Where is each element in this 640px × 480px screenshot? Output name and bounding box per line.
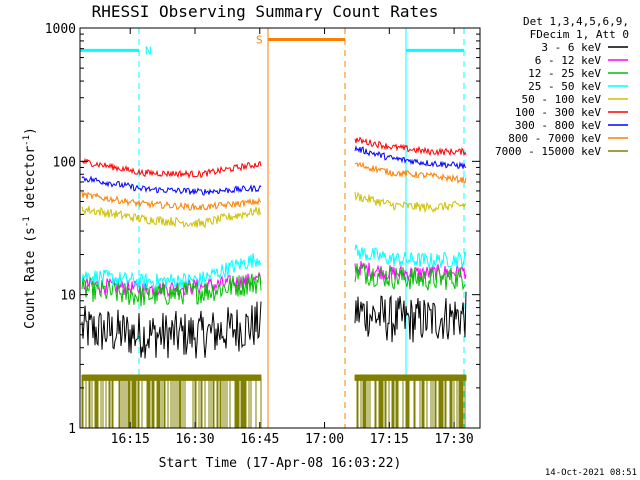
y-axis-label: Count Rate (s-1 detector-1)	[22, 127, 38, 329]
x-tick-label-1: 16:30	[175, 432, 214, 447]
series-4-segment-0	[81, 205, 262, 229]
series-3-segment-0	[81, 253, 262, 290]
series-2	[81, 263, 467, 307]
series-2-segment-0	[81, 273, 262, 307]
series-8	[81, 374, 467, 428]
y-tick-label-3: 1000	[45, 22, 76, 37]
legend-label-0: 3 - 6 keV	[541, 41, 601, 54]
series-8-segment-0	[81, 374, 262, 428]
axes: 16:15 16:30 16:45 17:00 17:15 17:30 1 10 100 1000	[45, 22, 481, 447]
saa-marker-label: S	[256, 33, 263, 46]
legend-label-6: 300 - 800 keV	[515, 119, 601, 132]
x-tick-label-5: 17:30	[435, 432, 474, 447]
plot-area: NS	[79, 28, 467, 428]
x-tick-label-0: 16:15	[111, 432, 150, 447]
legend-label-1: 6 - 12 keV	[535, 54, 602, 67]
series-6	[81, 145, 467, 196]
series-5-segment-0	[81, 157, 262, 179]
series-2-segment-1	[354, 263, 467, 291]
series-3	[81, 244, 467, 290]
x-tick-label-4: 17:15	[370, 432, 409, 447]
y-tick-label-0: 1	[68, 422, 76, 437]
y-tick-label-2: 100	[53, 155, 76, 170]
plot-frame	[79, 27, 481, 429]
series-7-segment-1	[354, 161, 467, 185]
x-axis-label: Start Time (17-Apr-08 16:03:22)	[159, 456, 402, 471]
legend-header-line-2: FDecim 1, Att 0	[530, 28, 629, 41]
generation-timestamp: 14-Oct-2021 08:51	[545, 468, 637, 478]
legend-label-3: 25 - 50 keV	[528, 80, 601, 93]
series-6-segment-0	[81, 175, 262, 196]
series-0-segment-1	[354, 291, 467, 343]
legend-label-2: 12 - 25 keV	[528, 67, 601, 80]
series-4	[81, 191, 467, 229]
series-8-segment-1	[354, 374, 467, 428]
legend: Det 1,3,4,5,6,9, FDecim 1, Att 0 3 - 6 k…	[495, 15, 629, 158]
x-tick-label-3: 17:00	[305, 432, 344, 447]
series-0	[81, 291, 467, 359]
chart-title: RHESSI Observing Summary Count Rates	[92, 2, 439, 21]
series-5	[81, 136, 467, 179]
series-0-segment-0	[81, 301, 262, 359]
series-7	[81, 161, 467, 211]
night-marker-label-0: N	[145, 44, 152, 57]
series-3-segment-1	[354, 244, 467, 269]
x-tick-label-2: 16:45	[240, 432, 279, 447]
legend-label-4: 50 - 100 keV	[522, 93, 602, 106]
legend-label-7: 800 - 7000 keV	[508, 132, 601, 145]
legend-label-8: 7000 - 15000 keV	[495, 145, 601, 158]
legend-label-5: 100 - 300 keV	[515, 106, 601, 119]
legend-header-line-1: Det 1,3,4,5,6,9,	[523, 15, 629, 28]
series-5-segment-1	[354, 136, 467, 157]
series-7-segment-0	[81, 191, 262, 211]
y-tick-label-1: 10	[60, 289, 76, 304]
series-6-segment-1	[354, 145, 467, 169]
series-4-segment-1	[354, 191, 467, 214]
